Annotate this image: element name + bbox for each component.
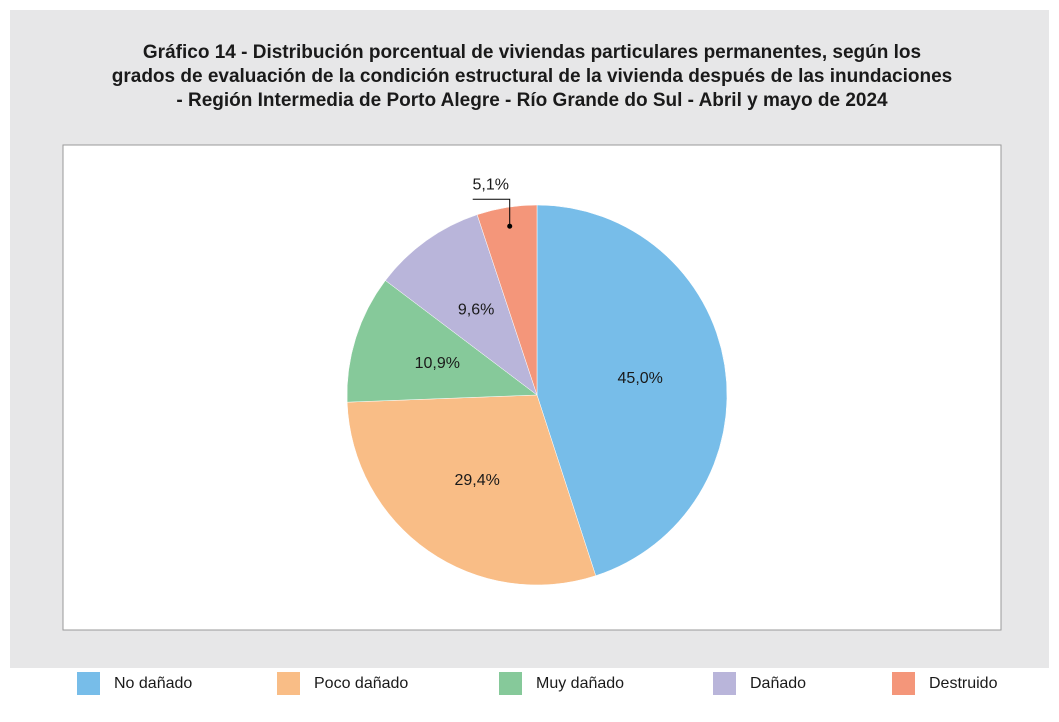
legend-swatch [277,672,300,695]
legend-swatch [713,672,736,695]
legend-label: Destruido [929,675,998,692]
data-label: 29,4% [454,472,499,489]
legend-swatch [499,672,522,695]
pie-slice [346,280,538,403]
data-label: 10,9% [415,355,460,372]
data-label: 45,0% [618,370,663,387]
legend-swatch [892,672,915,695]
pie-slice [346,394,597,586]
pie-slice [385,214,538,396]
legend-label: Poco dañado [314,675,408,692]
legend-swatch [77,672,100,695]
legend-label: Muy dañado [536,675,624,692]
chart-title: Gráfico 14 - Distribución porcentual de … [143,42,921,63]
legend-label: Dañado [750,675,806,692]
chart-title: grados de evaluación de la condición est… [112,66,952,87]
leader-line [472,198,511,227]
pie-slice [476,204,538,396]
pie-slice [536,204,728,577]
legend-label: No dañado [114,675,192,692]
data-label: 5,1% [472,176,508,193]
chart-title: - Región Intermedia de Porto Alegre - Rí… [176,90,888,111]
data-label: 9,6% [458,301,494,318]
